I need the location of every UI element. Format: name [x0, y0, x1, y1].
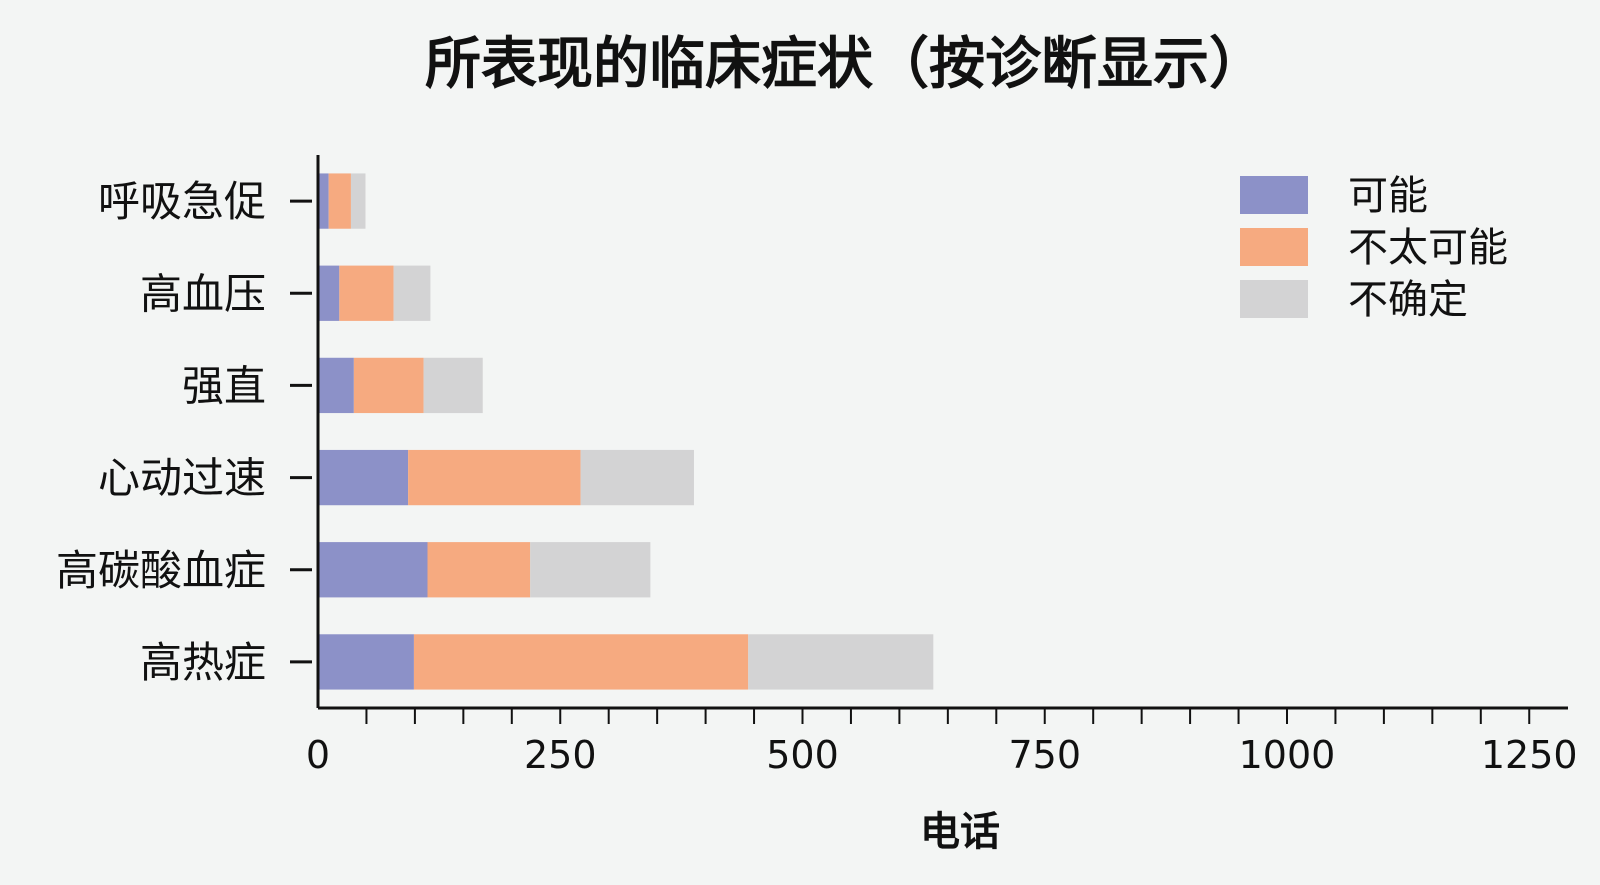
axes-layer [316, 155, 1568, 710]
bar-2-series-1 [318, 265, 340, 321]
legend-swatch [1240, 280, 1308, 318]
bar-4-series-2 [408, 449, 581, 506]
category-label: 高血压 [140, 269, 266, 318]
bar-5-series-3 [530, 542, 651, 598]
category-label: 高热症 [140, 638, 266, 687]
bar-1-series-3 [350, 173, 366, 229]
category-label: 心动过速 [98, 454, 266, 503]
legend-swatch [1240, 176, 1308, 214]
x-tick-label: 0 [306, 733, 330, 777]
category-label: 呼吸急促 [98, 177, 266, 226]
bar-1-series-2 [328, 173, 351, 229]
bar-2-series-2 [339, 265, 394, 321]
x-tick-marks: 0 250 500 750 1000 1250 [306, 708, 1578, 777]
category-label: 高碳酸血症 [56, 546, 266, 595]
x-tick-label: 250 [524, 733, 597, 777]
legend-label: 可能 [1348, 173, 1428, 219]
bar-1-series-1 [318, 173, 329, 229]
x-tick-label: 1000 [1239, 733, 1336, 777]
legend-label: 不太可能 [1348, 225, 1508, 271]
x-axis-title: 电话 [920, 809, 1000, 855]
category-label: 强直 [182, 361, 266, 410]
bar-6-series-2 [413, 634, 749, 690]
bar-4-series-3 [580, 449, 694, 506]
x-tick-label: 1250 [1481, 733, 1578, 777]
bar-4-series-1 [318, 449, 409, 506]
x-tick-label: 500 [766, 733, 839, 777]
legend-label: 不确定 [1348, 277, 1468, 323]
bars-layer [318, 173, 934, 690]
bar-3-series-1 [318, 357, 354, 414]
bar-5-series-2 [427, 542, 531, 598]
bar-5-series-1 [318, 542, 428, 598]
legend-swatch [1240, 228, 1308, 266]
chart-title: 所表现的临床症状（按诊断显示） [425, 32, 1265, 97]
bar-3-series-3 [423, 357, 483, 414]
x-tick-label: 750 [1008, 733, 1081, 777]
bar-6-series-1 [318, 634, 414, 690]
bar-2-series-3 [393, 265, 431, 321]
bar-6-series-3 [748, 634, 934, 690]
bar-3-series-2 [353, 357, 424, 414]
